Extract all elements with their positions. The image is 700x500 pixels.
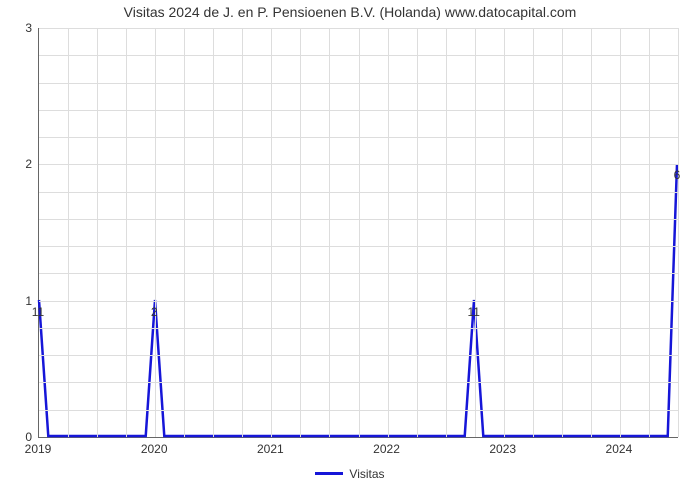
gridline-vertical — [562, 28, 563, 437]
gridline-vertical — [271, 28, 272, 437]
legend-label: Visitas — [349, 467, 384, 481]
y-tick-label: 1 — [6, 294, 32, 308]
gridline-vertical — [329, 28, 330, 437]
gridline-vertical — [155, 28, 156, 437]
x-tick-label: 2021 — [257, 442, 284, 456]
data-point-label: 11 — [467, 305, 479, 319]
x-tick-label: 2022 — [373, 442, 400, 456]
gridline-vertical — [68, 28, 69, 437]
x-tick-label: 2023 — [489, 442, 516, 456]
data-point-label: 6 — [674, 168, 681, 182]
gridline-vertical — [417, 28, 418, 437]
gridline-vertical — [620, 28, 621, 437]
legend: Visitas — [0, 462, 700, 481]
y-tick-label: 3 — [6, 21, 32, 35]
gridline-vertical — [242, 28, 243, 437]
gridline-vertical — [446, 28, 447, 437]
line-chart: Visitas 2024 de J. en P. Pensioenen B.V.… — [0, 0, 700, 500]
gridline-vertical — [504, 28, 505, 437]
gridline-vertical — [388, 28, 389, 437]
gridline-vertical — [213, 28, 214, 437]
gridline-vertical — [591, 28, 592, 437]
gridline-vertical — [359, 28, 360, 437]
gridline-vertical — [300, 28, 301, 437]
y-tick-label: 2 — [6, 157, 32, 171]
x-tick-label: 2019 — [25, 442, 52, 456]
gridline-vertical — [678, 28, 679, 437]
data-point-label: 2 — [151, 305, 158, 319]
plot-area — [38, 28, 678, 438]
gridline-vertical — [126, 28, 127, 437]
chart-title: Visitas 2024 de J. en P. Pensioenen B.V.… — [0, 4, 700, 20]
gridline-vertical — [184, 28, 185, 437]
gridline-vertical — [533, 28, 534, 437]
x-tick-label: 2024 — [606, 442, 633, 456]
x-tick-label: 2020 — [141, 442, 168, 456]
gridline-vertical — [97, 28, 98, 437]
legend-swatch — [315, 472, 343, 475]
gridline-vertical — [649, 28, 650, 437]
gridline-vertical — [475, 28, 476, 437]
data-point-label: 11 — [32, 305, 44, 319]
